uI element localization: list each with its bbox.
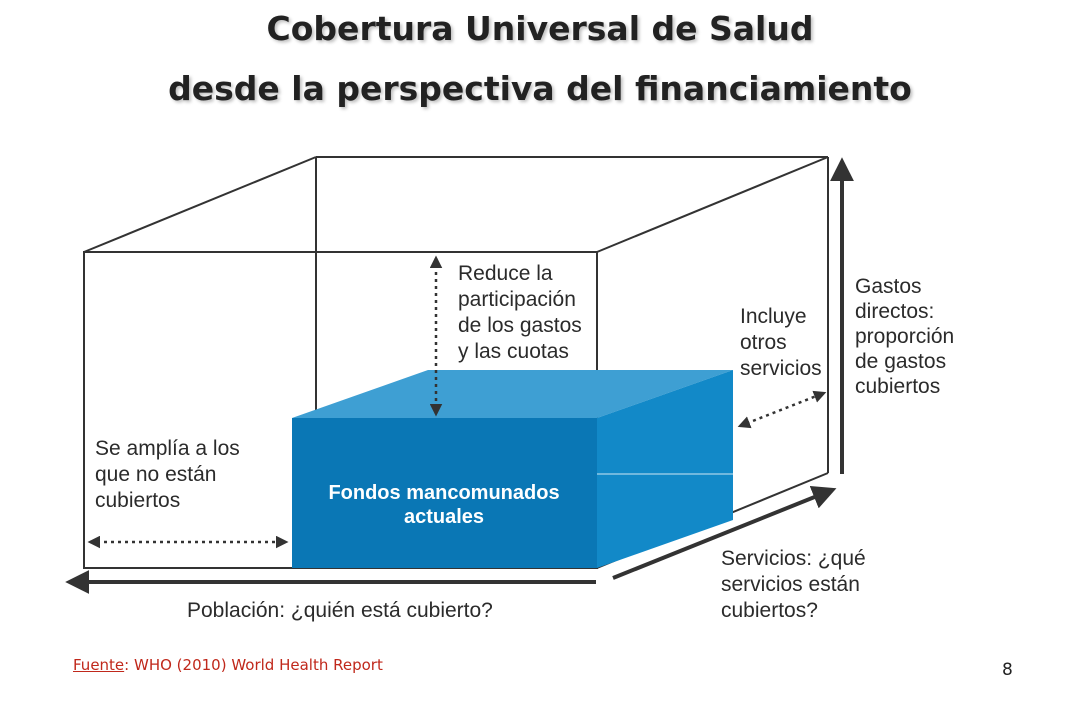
amplia-label: Se amplía a los que no están cubiertos [95,437,240,512]
pooled-funds-box: Fondos mancomunados actuales [292,370,733,568]
gastos-label-line5: cubiertos [855,375,940,398]
reduce-label-line2: participación [458,288,576,311]
page-title-line2: desde la perspectiva del financiamiento [168,69,912,108]
amplia-label-line1: Se amplía a los [95,437,240,460]
incluye-label-line1: Incluye [740,305,807,328]
reduce-label-line3: de los gastos [458,314,582,337]
incluye-label-line3: servicios [740,357,822,380]
gastos-label-line4: de gastos [855,350,946,373]
servicios-label-line2: servicios están [721,573,860,596]
gastos-label-line2: directos: [855,300,934,323]
source-citation: Fuente: WHO (2010) World Health Report [73,656,383,674]
reduce-label-line4: y las cuotas [458,340,569,363]
pooled-funds-label-line2: actuales [404,506,484,528]
servicios-label: Servicios: ¿qué servicios están cubierto… [721,547,866,622]
gastos-label-line3: proporción [855,325,954,348]
servicios-label-line3: cubiertos? [721,599,818,622]
servicios-label-line1: Servicios: ¿qué [721,547,866,570]
include-services-arrow [737,390,827,429]
page-number: 8 [1002,660,1013,680]
amplia-label-line3: cubiertos [95,489,180,512]
source-prefix: Fuente [73,656,125,674]
services-axis-arrow [612,486,837,580]
pooled-funds-box-front [292,418,597,568]
pooled-funds-label-line1: Fondos mancomunados [328,482,559,504]
outer-cube-top-right-edge [596,156,829,253]
incluye-label: Incluye otros servicios [740,305,822,380]
amplia-label-line2: que no están [95,463,216,486]
gastos-label-line1: Gastos [855,275,922,298]
incluye-label-line2: otros [740,331,787,354]
outer-cube-top-left-edge [83,156,317,253]
reduce-label-line1: Reduce la [458,262,553,285]
reduce-label: Reduce la participación de los gastos y … [458,262,582,363]
pooled-funds-box-side [597,370,733,568]
pooled-funds-box-top [292,370,733,418]
gastos-label: Gastos directos: proporción de gastos cu… [855,275,954,398]
page-title-line1: Cobertura Universal de Salud [266,9,814,48]
source-text: : WHO (2010) World Health Report [124,656,383,674]
poblacion-label: Población: ¿quién está cubierto? [187,599,493,622]
